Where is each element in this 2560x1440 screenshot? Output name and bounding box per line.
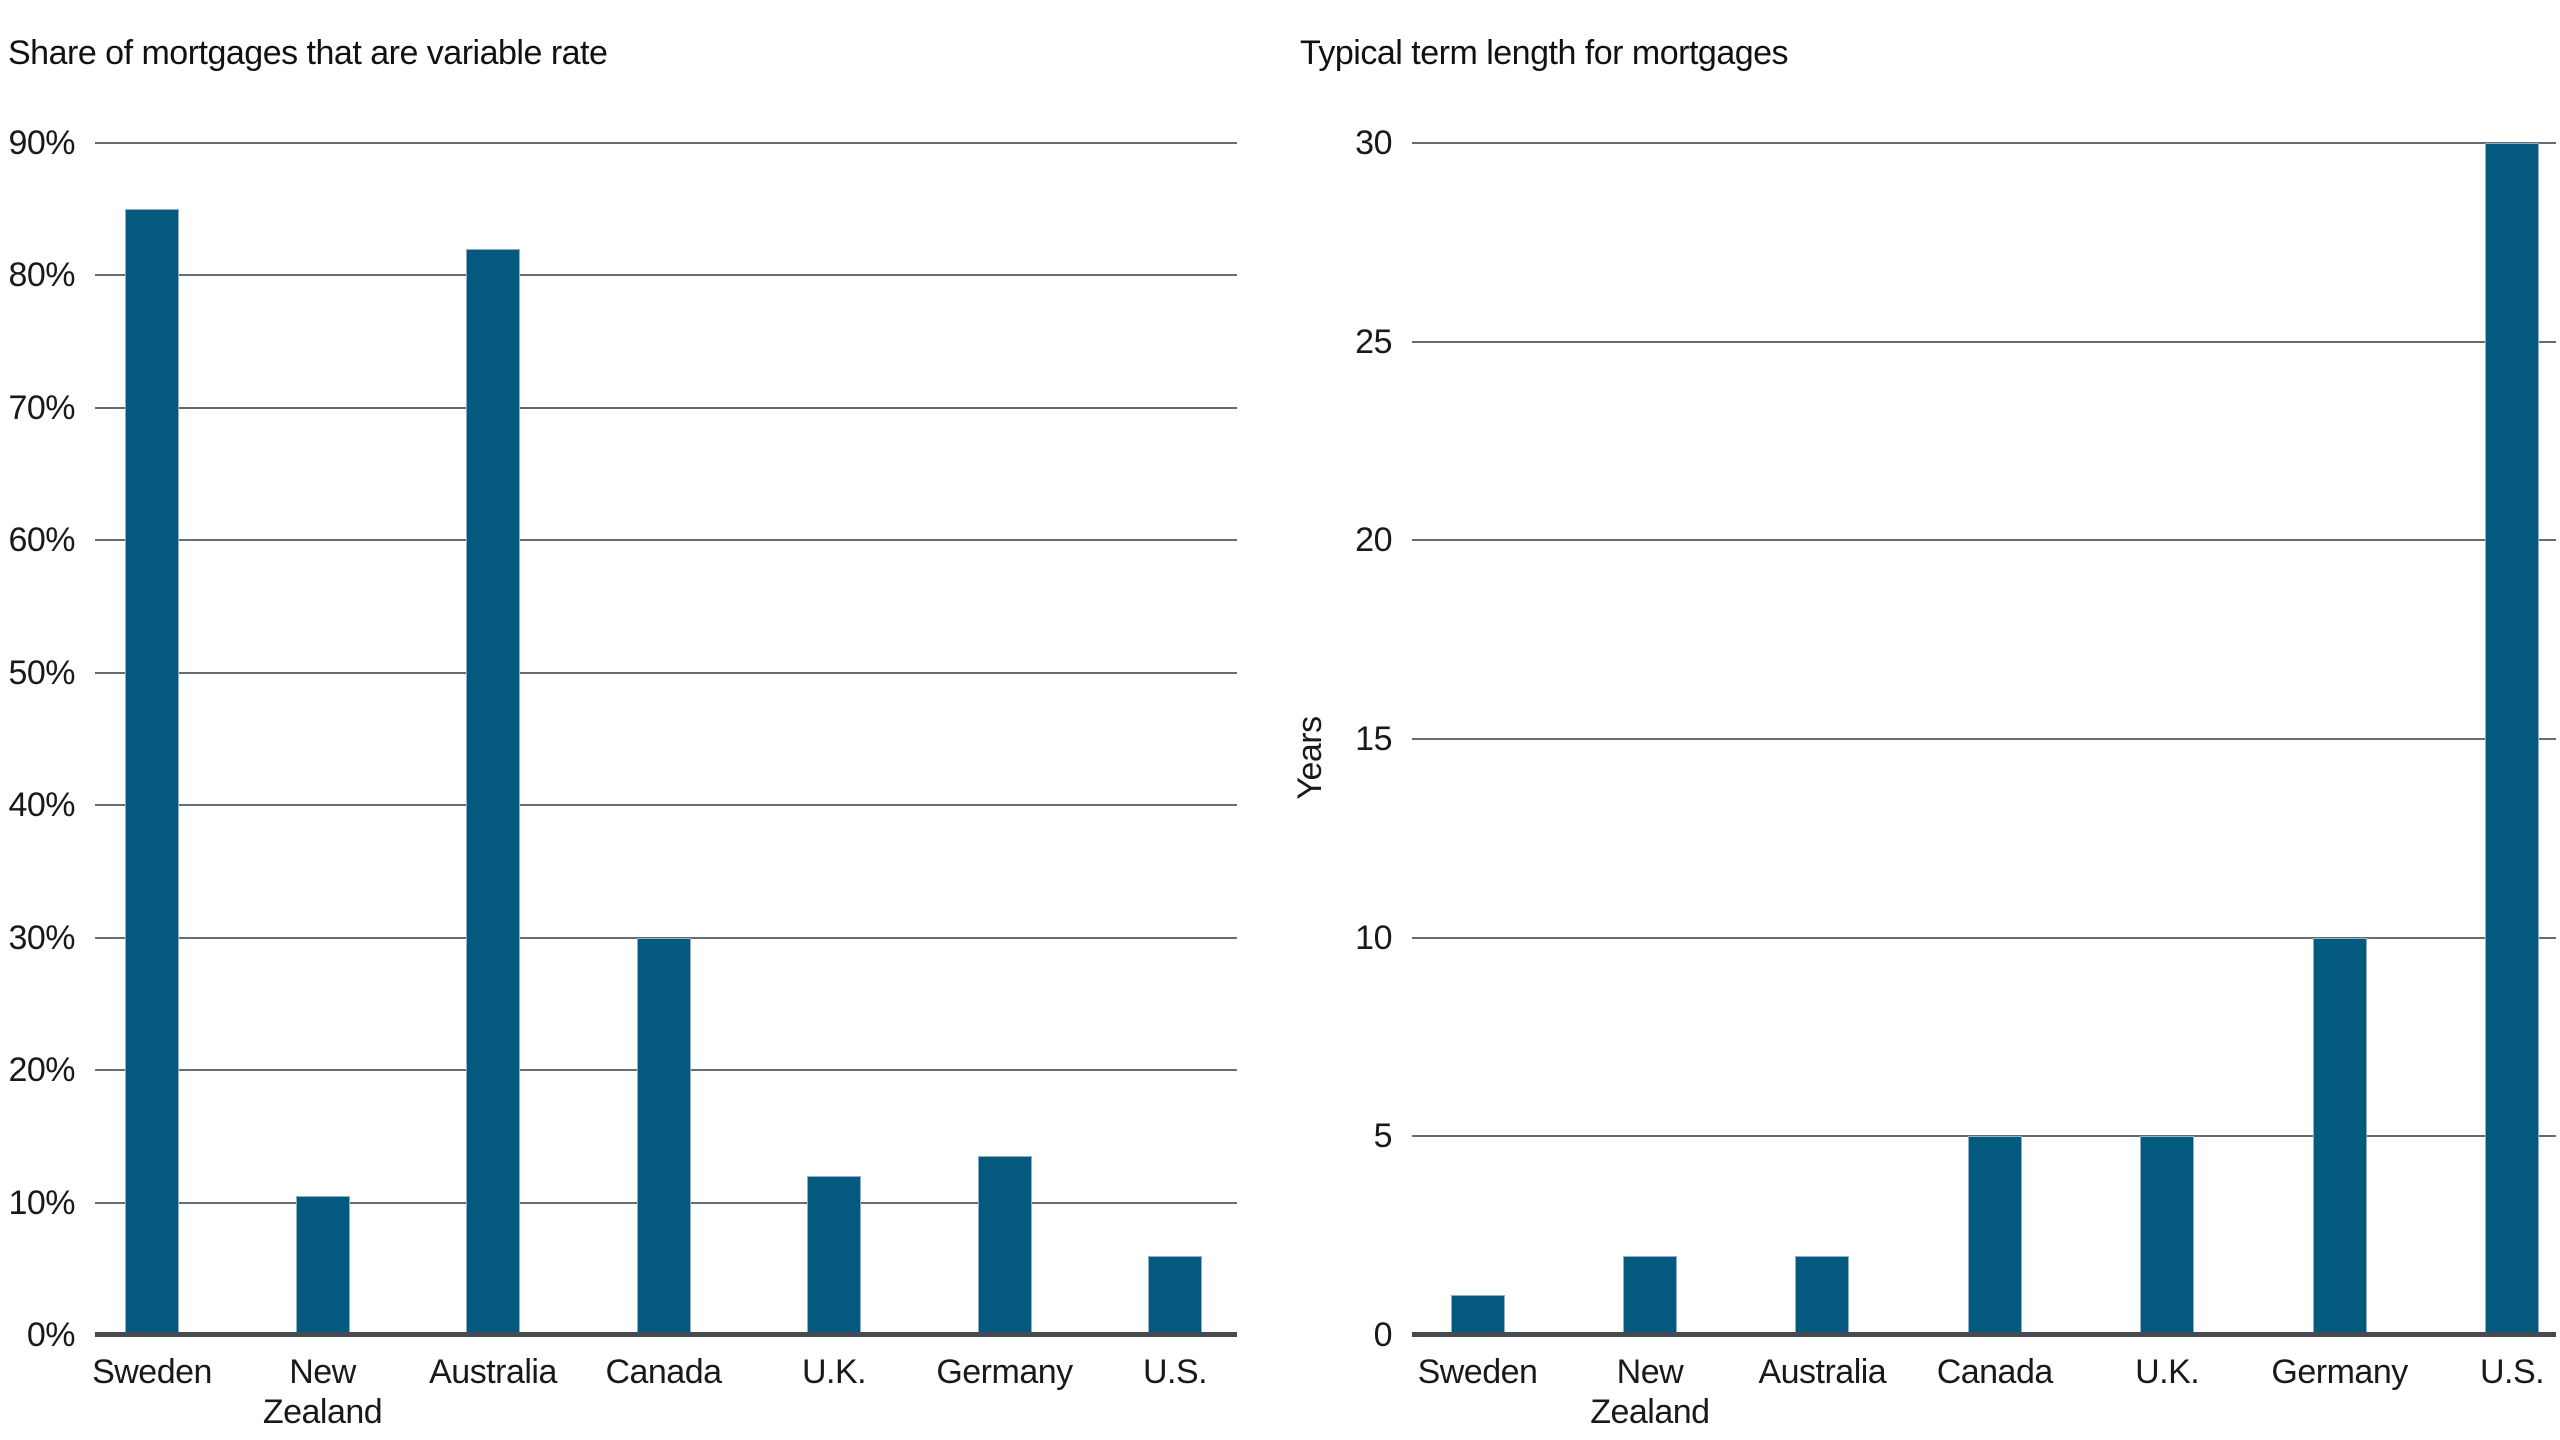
gridline xyxy=(95,539,1237,542)
y-tick-label: 15 xyxy=(1355,720,1392,758)
bar-canada xyxy=(1967,1136,2022,1335)
variable-rate-chart-title: Share of mortgages that are variable rat… xyxy=(8,34,608,73)
x-axis-label: Germany xyxy=(2271,1353,2408,1391)
y-tick-label: 40% xyxy=(8,786,75,825)
bar-germany xyxy=(2312,937,2367,1335)
bar-new-zealand xyxy=(295,1195,350,1335)
y-tick-label: 10% xyxy=(8,1183,75,1222)
y-tick-label: 20 xyxy=(1355,521,1392,560)
x-axis-label: New Zealand xyxy=(262,1353,383,1431)
gridline xyxy=(95,142,1237,144)
x-axis-label: U.S. xyxy=(1142,1353,1208,1391)
x-axis-line xyxy=(95,1332,1237,1337)
y-tick-label: 30% xyxy=(8,918,75,957)
y-tick-label: 30 xyxy=(1355,124,1392,162)
bar-canada xyxy=(636,937,691,1335)
x-axis-label: Canada xyxy=(605,1353,722,1391)
y-tick-label: 90% xyxy=(8,124,75,162)
x-axis-label: Germany xyxy=(936,1353,1073,1391)
term-length-plot-area: 30 25 20 15 10 5 0 Years Sweden New Zealand Austra… xyxy=(1291,124,2556,1431)
term-length-chart-title: Typical term length for mortgages xyxy=(1300,34,1789,73)
gridline xyxy=(95,804,1237,807)
bar-australia xyxy=(1795,1255,1850,1335)
bar-germany xyxy=(977,1156,1032,1335)
gridline xyxy=(1412,340,2556,343)
y-tick-label: 80% xyxy=(8,256,75,295)
gridline xyxy=(95,406,1237,409)
y-axis-title: Years xyxy=(1290,716,1329,800)
x-axis-label: U.S. xyxy=(2479,1353,2545,1391)
bar-new-zealand xyxy=(1622,1255,1677,1335)
gridline xyxy=(1412,1135,2556,1138)
gridline xyxy=(95,936,1237,939)
gridline xyxy=(1412,142,2556,144)
gridline xyxy=(1412,539,2556,542)
bar-uk xyxy=(807,1176,861,1335)
x-axis-label: Australia xyxy=(1758,1353,1887,1391)
y-tick-label: 0 xyxy=(1373,1316,1393,1354)
gridline xyxy=(1412,936,2556,939)
gridline xyxy=(95,671,1237,674)
x-axis-label: Canada xyxy=(1936,1353,2054,1391)
bar-us xyxy=(1148,1255,1202,1335)
bar-sweden xyxy=(1450,1295,1505,1335)
x-axis-label: New Zealand xyxy=(1590,1353,1710,1431)
x-axis-label: Australia xyxy=(429,1353,557,1391)
y-tick-label: 5 xyxy=(1373,1117,1393,1156)
y-tick-label: 0% xyxy=(26,1316,76,1354)
x-axis-label: U.K. xyxy=(801,1353,867,1391)
y-tick-label: 50% xyxy=(8,653,75,692)
gridline xyxy=(1412,738,2556,740)
bar-sweden xyxy=(125,209,179,1335)
y-tick-label: 10 xyxy=(1355,918,1392,957)
x-axis-line xyxy=(1412,1332,2556,1337)
x-axis-label: U.K. xyxy=(2135,1353,2200,1391)
bar-australia xyxy=(466,248,520,1335)
x-axis-label: Sweden xyxy=(1417,1353,1538,1391)
x-axis-label: Sweden xyxy=(92,1353,212,1391)
y-tick-label: 60% xyxy=(8,521,75,560)
variable-rate-plot-area: 90% 80% 70% 60% 50% 40% 30% 20% 10% 0% Sweden New Z… xyxy=(8,124,1237,1431)
y-tick-label: 70% xyxy=(8,388,75,427)
y-tick-label: 25 xyxy=(1355,322,1392,361)
y-tick-label: 20% xyxy=(8,1051,75,1090)
gridline xyxy=(95,274,1237,277)
bar-us xyxy=(2485,143,2539,1335)
bar-uk xyxy=(2140,1136,2195,1335)
